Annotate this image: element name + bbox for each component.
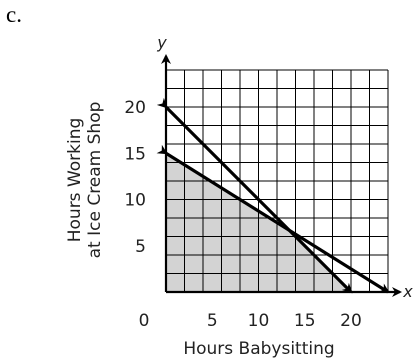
y-tick-label: 5 (135, 237, 146, 257)
boundary-line-2 (156, 144, 390, 294)
x-tick-label: 15 (294, 311, 316, 331)
y-axis-label-line-2: at Ice Cream Shop (85, 102, 105, 259)
panel-label: c. (6, 2, 22, 27)
x-tick-label: 20 (340, 311, 362, 331)
x-tick-label: 5 (207, 311, 218, 331)
y-tick-label: 20 (124, 98, 146, 118)
x-axis-variable: x (402, 282, 413, 301)
y-axis-label-line-1: Hours Working (65, 118, 85, 243)
y-tick-label: 15 (124, 144, 146, 164)
x-axis-label: Hours Babysitting (183, 339, 334, 359)
x-tick-label: 10 (248, 311, 270, 331)
y-axis-variable: y (156, 33, 167, 52)
x-tick-label: 0 (139, 311, 150, 331)
y-tick-label: 10 (124, 191, 146, 211)
